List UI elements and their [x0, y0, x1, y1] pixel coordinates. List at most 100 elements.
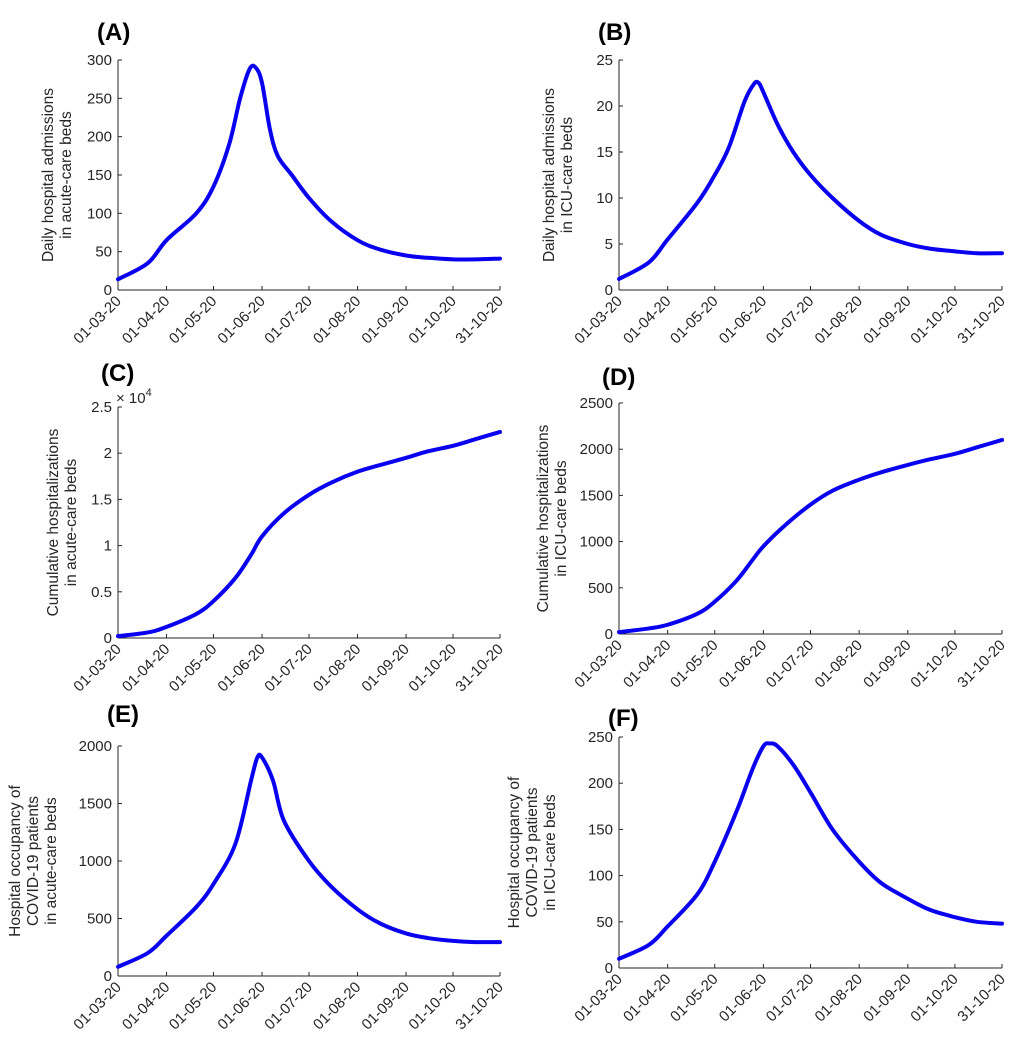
y-axis-label-line-e: COVID-19 patients — [25, 796, 42, 926]
x-tick-label-c: 31-10-20 — [452, 641, 506, 695]
y-tick-label-d: 0 — [605, 626, 613, 643]
chart-panel-f: (F) 0 50 100 150 200 250 01-03-2001-04-2001-05-… — [506, 705, 1009, 1025]
y-tick-label-e: 1000 — [79, 853, 112, 870]
x-tick-label-d: 01-05-20 — [667, 637, 721, 691]
x-tick-label-c: 01-03-20 — [70, 641, 124, 695]
x-tick-label-b: 01-06-20 — [716, 293, 770, 347]
y-tick-label-f: 250 — [588, 729, 613, 746]
x-tick-label-a: 01-07-20 — [261, 293, 315, 347]
y-tick-label-b: 5 — [605, 236, 613, 253]
series-line-d-0 — [617, 437, 1004, 635]
y-tick-label-c: 1.5 — [91, 491, 112, 508]
y-tick-label-e: 1500 — [79, 796, 112, 813]
panel-label-c: (C) — [101, 360, 134, 387]
y-axis-label-line-d: Cumulative hospitalizations — [535, 424, 552, 612]
x-tick-label-a: 01-10-20 — [405, 293, 459, 347]
x-tick-label-b: 01-09-20 — [860, 293, 914, 347]
x-tick-label-c: 01-05-20 — [166, 641, 220, 695]
y-tick-label-d: 1000 — [580, 534, 613, 551]
x-tick-label-e: 01-07-20 — [261, 979, 315, 1033]
y-tick-label-e: 2000 — [79, 738, 112, 755]
series-line-e-0 — [116, 752, 502, 969]
series-line-c-0 — [116, 429, 502, 639]
y-axis-label-line-f: Hospital occupancy of — [506, 776, 523, 928]
y-tick-label-b: 25 — [596, 52, 613, 69]
y-tick-label-a: 0 — [104, 282, 112, 299]
y-axis-label-line-b: in ICU-care beds — [559, 117, 576, 234]
y-axis-label-f: Hospital occupancy ofCOVID-19 patientsin… — [506, 776, 559, 928]
y-tick-label-b: 0 — [605, 282, 613, 299]
x-tick-label-d: 01-07-20 — [763, 637, 817, 691]
y-tick-label-a: 100 — [87, 205, 112, 222]
y-tick-label-c: 2 — [104, 445, 112, 462]
y-axis-label-line-e: in acute-care beds — [43, 797, 60, 925]
y-tick-label-a: 50 — [95, 244, 112, 261]
y-axis-exponent-c: × 104 — [116, 387, 152, 407]
x-tick-label-c: 01-07-20 — [261, 641, 315, 695]
y-axis-label-line-a: in acute-care beds — [58, 111, 75, 239]
panel-label-f: (F) — [608, 705, 639, 732]
y-axis-label-line-f: COVID-19 patients — [524, 787, 541, 917]
x-tick-label-d: 01-09-20 — [860, 637, 914, 691]
y-tick-label-f: 100 — [588, 868, 613, 885]
y-tick-label-f: 200 — [588, 775, 613, 792]
x-tick-label-a: 01-05-20 — [166, 293, 220, 347]
x-tick-label-a: 01-06-20 — [214, 293, 268, 347]
x-tick-label-e: 01-08-20 — [310, 979, 364, 1033]
y-axis-label-line-b: Daily hospital admissions — [541, 88, 558, 262]
x-tick-label-c: 01-09-20 — [358, 641, 412, 695]
y-tick-label-e: 500 — [87, 911, 112, 928]
x-tick-label-e: 01-04-20 — [119, 979, 173, 1033]
y-tick-label-b: 20 — [596, 98, 613, 115]
x-tick-label-a: 01-04-20 — [119, 293, 173, 347]
chart-panel-c: (C)00.511.522.501-03-2001-04-2001-05-200… — [45, 360, 507, 695]
x-tick-label-c: 01-04-20 — [119, 641, 173, 695]
x-tick-label-f: 01-05-20 — [667, 971, 721, 1025]
y-tick-label-a: 200 — [87, 129, 112, 146]
x-tick-label-b: 01-03-20 — [571, 293, 625, 347]
y-axis-label-line-e: Hospital occupancy of — [7, 784, 24, 936]
x-tick-label-b: 01-04-20 — [620, 293, 674, 347]
x-tick-label-a: 01-08-20 — [310, 293, 364, 347]
x-tick-label-b: 01-10-20 — [907, 293, 961, 347]
y-axis-label-d: Cumulative hospitalizationsin ICU-care b… — [535, 424, 570, 612]
y-axis-label-line-f: in ICU-care beds — [542, 794, 559, 911]
series-line-b-0 — [617, 79, 1004, 281]
y-tick-label-a: 150 — [87, 167, 112, 184]
y-tick-label-a: 250 — [87, 90, 112, 107]
y-tick-label-c: 0.5 — [91, 584, 112, 601]
y-tick-label-b: 10 — [596, 190, 613, 207]
y-axis-label-b: Daily hospital admissionsin ICU-care bed… — [541, 88, 576, 262]
y-tick-label-a: 300 — [87, 52, 112, 69]
x-tick-label-c: 01-06-20 — [214, 641, 268, 695]
x-tick-label-b: 01-05-20 — [667, 293, 721, 347]
x-tick-label-e: 01-09-20 — [358, 979, 412, 1033]
x-tick-label-d: 01-10-20 — [907, 637, 961, 691]
y-tick-label-c: 1 — [104, 538, 112, 555]
panel-label-d: (D) — [602, 364, 635, 391]
chart-panel-e: (E) 0 500 1000 1500 2000 01-03-2001-04-2001-05… — [7, 701, 507, 1033]
x-tick-label-c: 01-08-20 — [310, 641, 364, 695]
x-tick-label-a: 31-10-20 — [452, 293, 506, 347]
x-tick-label-d: 01-04-20 — [620, 637, 674, 691]
x-tick-label-c: 01-10-20 — [405, 641, 459, 695]
y-tick-label-f: 50 — [596, 914, 613, 931]
x-tick-label-a: 01-03-20 — [70, 293, 124, 347]
y-tick-label-c: 2.5 — [91, 399, 112, 416]
x-tick-label-f: 01-08-20 — [812, 971, 866, 1025]
x-tick-label-f: 01-03-20 — [571, 971, 625, 1025]
x-tick-label-b: 01-08-20 — [812, 293, 866, 347]
series-line-a-0 — [116, 63, 502, 282]
series-line-f-0 — [617, 741, 1004, 961]
y-tick-label-f: 0 — [605, 960, 613, 977]
x-tick-label-e: 01-10-20 — [405, 979, 459, 1033]
x-tick-label-f: 31-10-20 — [954, 971, 1008, 1025]
x-tick-label-a: 01-09-20 — [358, 293, 412, 347]
x-tick-label-f: 01-06-20 — [716, 971, 770, 1025]
panel-label-b: (B) — [598, 19, 631, 46]
x-tick-label-f: 01-09-20 — [860, 971, 914, 1025]
x-tick-label-b: 31-10-20 — [954, 293, 1008, 347]
y-tick-label-d: 500 — [588, 580, 613, 597]
panel-label-a: (A) — [97, 19, 130, 46]
